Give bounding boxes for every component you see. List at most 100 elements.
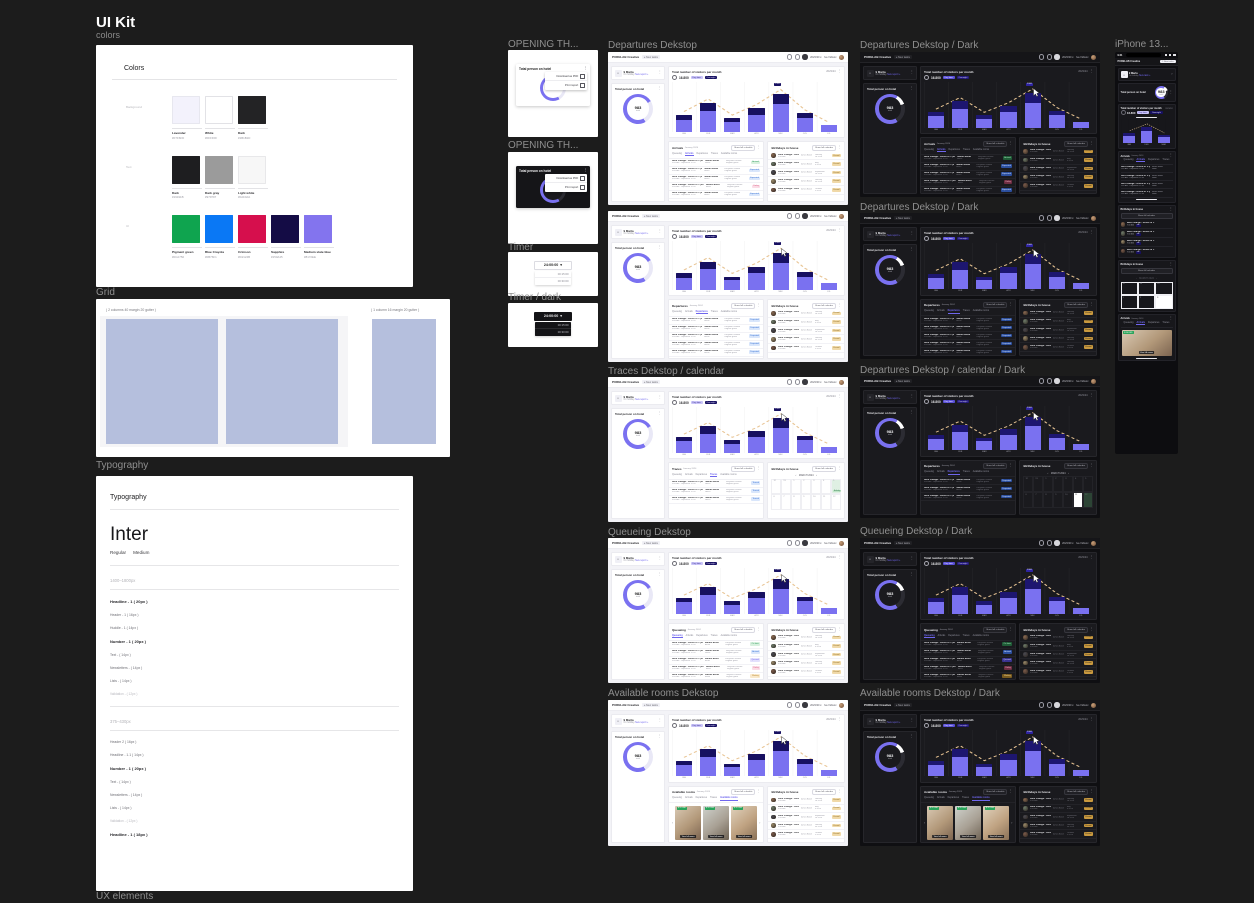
kebab-menu-icon[interactable]: ⋮ bbox=[757, 465, 761, 470]
email-chip[interactable]: E-mail bbox=[1083, 669, 1093, 674]
opening-frame-dark[interactable]: Total person on hotel ⋮ Download as PDF … bbox=[508, 152, 598, 244]
bar-group[interactable] bbox=[1000, 243, 1017, 290]
email-chip[interactable]: E-mail bbox=[831, 346, 841, 350]
tab-queueing[interactable]: Queueing bbox=[672, 634, 683, 639]
table-row[interactable]: Rent change · Room nr 1 (2C)9:00 AM · De… bbox=[669, 175, 764, 183]
bar-group[interactable] bbox=[1048, 243, 1065, 290]
bar-group[interactable] bbox=[952, 568, 969, 614]
email-chip[interactable]: E-mail bbox=[831, 162, 841, 166]
table-row[interactable]: Rent change · Room nr 1 (2C)9:00 AM · De… bbox=[669, 159, 764, 167]
colors-frame[interactable]: Colors Background Lavender #F7F6FD White #FF… bbox=[96, 45, 413, 287]
tab-available-rooms[interactable]: Available rooms bbox=[971, 797, 990, 801]
bar-group[interactable] bbox=[1024, 730, 1041, 777]
table-row[interactable]: Rent change · Room nr 1 (2C)9:00 AM · De… bbox=[921, 187, 1015, 193]
color-swatch[interactable]: Crimson #D2124B bbox=[238, 215, 268, 259]
calendar-day-cell[interactable]: 4 bbox=[1073, 476, 1084, 492]
show-full-calendar-button[interactable]: Show full calendar bbox=[1064, 302, 1089, 309]
dashboard-frame[interactable]: PURELAB Creative ≡ New tasks 2023/30 ▾ Iva … bbox=[608, 52, 848, 205]
birthday-row[interactable]: Rent change · Room nr 1 9:00 AM VIP bbox=[1120, 247, 1173, 255]
bar-group[interactable] bbox=[1000, 406, 1017, 451]
legend-chip-overnight[interactable]: Overnight bbox=[704, 75, 718, 80]
room-caption-button[interactable]: View full rooms bbox=[1138, 351, 1155, 355]
room-caption-button[interactable]: View full rooms bbox=[988, 835, 1005, 839]
email-chip[interactable]: E-mail bbox=[1083, 183, 1093, 188]
color-swatch[interactable]: Dark #19191B bbox=[172, 155, 202, 199]
show-full-calendar-button[interactable]: Show full calendar bbox=[1064, 463, 1089, 469]
dashboard-frame[interactable]: PURELAB Creative ≡ New tasks 2023/30 ▾ Iva … bbox=[860, 538, 1100, 683]
bar-group[interactable] bbox=[1024, 406, 1041, 451]
nav-new-tasks[interactable]: ≡ New tasks bbox=[641, 213, 660, 219]
bar-group[interactable] bbox=[1072, 82, 1089, 128]
email-chip[interactable]: E-mail bbox=[831, 170, 841, 175]
room-photo-card[interactable]: $ 20 USD View full rooms bbox=[703, 805, 730, 840]
notifications-icon[interactable] bbox=[1046, 540, 1052, 546]
notifications-icon[interactable] bbox=[1046, 54, 1052, 60]
table-row[interactable]: Rent change · Room nr 1 (2C)9:00 AM · De… bbox=[669, 657, 764, 665]
show-full-calendar-button[interactable]: Show full calendar bbox=[812, 302, 837, 309]
calendar-day-cell[interactable]: 4 bbox=[821, 478, 832, 495]
table-row[interactable]: Rent change · Room nr 1 (2C)9:00 AM · De… bbox=[921, 673, 1015, 679]
email-chip[interactable]: E-mail bbox=[831, 806, 841, 811]
legend-chip-overnight[interactable]: Overnight bbox=[704, 561, 718, 566]
table-row[interactable]: Rent change · Room nr 1 (2C)9:00 AM · De… bbox=[669, 349, 764, 357]
show-full-schedule-button[interactable]: Show full schedule bbox=[731, 144, 756, 151]
tab-departures[interactable]: Departures bbox=[695, 310, 708, 315]
notifications-icon[interactable] bbox=[1046, 215, 1052, 221]
legend-chip-overnight[interactable]: Overnight bbox=[956, 75, 970, 80]
kebab-menu-icon[interactable]: ⋮ bbox=[1169, 89, 1173, 94]
dashboard-frame[interactable]: PURELAB Creative ≡ New tasks 2023/30 ▾ Iva … bbox=[860, 213, 1100, 359]
show-full-schedule-button[interactable]: Show full schedule bbox=[983, 789, 1008, 796]
legend-chip-day[interactable]: Day time bbox=[690, 723, 703, 728]
table-row[interactable]: Rent change · Room nr 1 (2C)9:00 AM · De… bbox=[921, 332, 1016, 341]
tab-departures[interactable]: Departures bbox=[695, 797, 708, 800]
bar-group[interactable] bbox=[676, 568, 693, 614]
avatar[interactable] bbox=[839, 379, 844, 385]
search-icon[interactable] bbox=[787, 54, 793, 60]
notifications-icon[interactable] bbox=[1046, 702, 1052, 708]
theme-toggle-icon[interactable] bbox=[802, 540, 808, 546]
kebab-menu-icon[interactable]: ⋮ bbox=[1009, 140, 1013, 145]
kebab-menu-icon[interactable]: ⋮ bbox=[657, 410, 661, 415]
bar-group[interactable] bbox=[772, 241, 789, 290]
frame-label[interactable]: Queueing Dekstop bbox=[608, 527, 691, 538]
kebab-menu-icon[interactable]: ⋮ bbox=[658, 718, 662, 723]
legend-chip-overnight[interactable]: Overnight bbox=[956, 723, 970, 728]
nav-new-tasks[interactable]: ≡ New tasks bbox=[641, 379, 660, 385]
email-chip[interactable]: E-mail bbox=[1083, 644, 1093, 648]
email-chip[interactable]: E-mail bbox=[1083, 815, 1093, 819]
show-full-schedule-button[interactable]: Show full schedule bbox=[983, 302, 1008, 309]
notifications-icon[interactable] bbox=[794, 54, 800, 60]
tab-queueing[interactable]: Queueing bbox=[924, 148, 934, 151]
new-task-link[interactable]: New task + bbox=[1139, 75, 1151, 77]
calendar-day-cell[interactable]: 3 bbox=[1155, 295, 1173, 310]
tab-traces[interactable]: Traces bbox=[710, 310, 718, 313]
search-icon[interactable] bbox=[787, 379, 793, 385]
email-chip[interactable]: E-mail bbox=[1083, 149, 1093, 154]
theme-toggle-icon[interactable] bbox=[802, 54, 808, 60]
kebab-menu-icon[interactable]: ⋮ bbox=[1009, 789, 1013, 794]
kebab-menu-icon[interactable]: ⋮ bbox=[837, 789, 841, 794]
legend-chip-overnight[interactable]: Overnight bbox=[704, 234, 718, 239]
new-report-link[interactable]: New report + bbox=[887, 560, 901, 562]
calendar-day-cell[interactable]: 8 bbox=[1043, 491, 1054, 508]
bar-group[interactable] bbox=[748, 82, 765, 132]
kebab-menu-icon[interactable]: ⋮ bbox=[583, 168, 587, 173]
table-row[interactable]: Rent change · Room nr 1 (2C)9:00 AM · De… bbox=[669, 317, 764, 325]
calendar-prev-icon[interactable]: ‹ bbox=[1047, 471, 1049, 475]
frame-label[interactable]: Departures Dekstop / calendar / Dark bbox=[860, 365, 1026, 376]
bar-group[interactable] bbox=[724, 407, 741, 453]
kebab-menu-icon[interactable]: ⋮ bbox=[1169, 262, 1173, 267]
email-chip[interactable]: E-mail bbox=[831, 798, 841, 802]
tab-queueing[interactable]: Queueing bbox=[672, 152, 682, 155]
tab-queueing[interactable]: Queueing bbox=[1123, 158, 1134, 161]
new-report-link[interactable]: New report + bbox=[635, 233, 649, 235]
email-chip[interactable]: E-mail bbox=[831, 328, 841, 333]
tab-queueing[interactable]: Queueing bbox=[672, 797, 682, 800]
tab-traces[interactable]: Traces bbox=[710, 634, 718, 637]
period-dropdown[interactable]: 2023/30 ▾ bbox=[810, 703, 822, 707]
